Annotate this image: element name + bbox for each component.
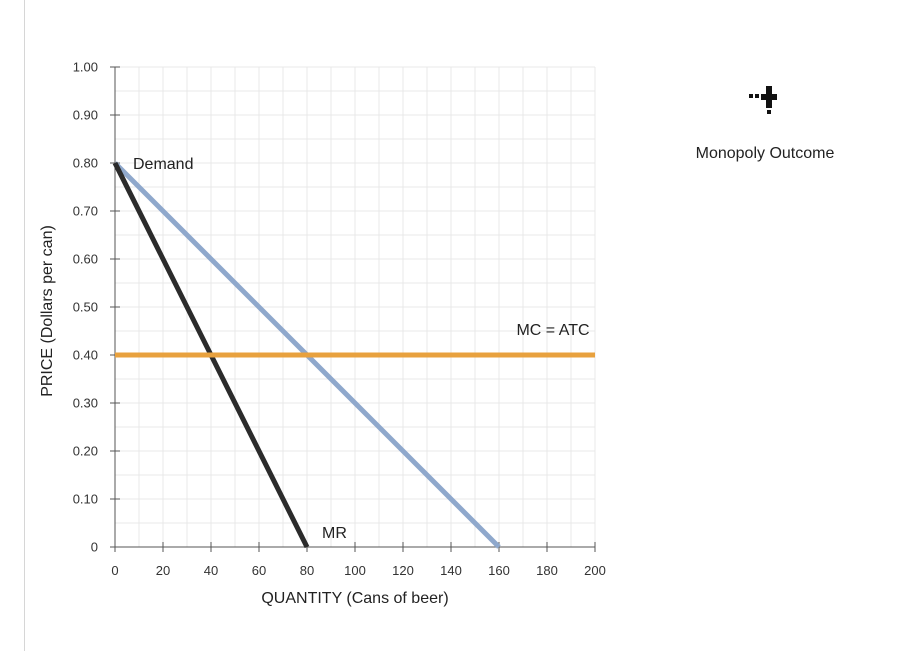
- left-panel-border: [24, 0, 25, 651]
- x-tick-label: 0: [111, 563, 118, 578]
- tool-palette: Monopoly Outcome: [660, 86, 870, 163]
- monopoly-outcome-label[interactable]: Monopoly Outcome: [695, 145, 835, 162]
- mr-label: MR: [322, 525, 347, 542]
- x-tick-label: 60: [252, 563, 266, 578]
- x-tick-label: 140: [440, 563, 462, 578]
- y-tick-label: 0.50: [73, 300, 98, 315]
- demand-label: Demand: [133, 156, 193, 173]
- y-tick-label: 0.10: [73, 492, 98, 507]
- x-tick-label: 80: [300, 563, 314, 578]
- x-tick-label: 100: [344, 563, 366, 578]
- y-tick-label: 0.20: [73, 444, 98, 459]
- x-tick-label: 120: [392, 563, 414, 578]
- y-tick-label: 1.00: [73, 60, 98, 75]
- x-axis-ticks: 0 20 40 60 80 100 120 140 160 180 200: [111, 542, 606, 578]
- y-tick-label: 0.80: [73, 156, 98, 171]
- x-tick-label: 40: [204, 563, 218, 578]
- x-tick-label: 20: [156, 563, 170, 578]
- x-tick-label: 160: [488, 563, 510, 578]
- chart[interactable]: 0 20 40 60 80 100 120 140 160 180 200 0 0.10 0.20 0.3…: [0, 0, 660, 651]
- y-tick-label: 0.70: [73, 204, 98, 219]
- x-tick-label: 180: [536, 563, 558, 578]
- x-axis-title: QUANTITY (Cans of beer): [261, 590, 448, 607]
- x-tick-label: 200: [584, 563, 606, 578]
- y-tick-label: 0.90: [73, 108, 98, 123]
- series-layer: [112, 161, 595, 549]
- y-tick-label: 0.60: [73, 252, 98, 267]
- monopoly-outcome-plus-icon[interactable]: [749, 86, 781, 116]
- grid: [115, 66, 596, 547]
- mc-atc-label: MC = ATC: [516, 322, 589, 339]
- y-axis-ticks: 0 0.10 0.20 0.30 0.40 0.50 0.60 0.70 0.80 0.90 1.0…: [73, 60, 120, 555]
- y-tick-label: 0.30: [73, 396, 98, 411]
- y-axis-title: PRICE (Dollars per can): [39, 225, 56, 397]
- y-tick-label: 0: [91, 540, 98, 555]
- y-tick-label: 0.40: [73, 348, 98, 363]
- curve-labels: Demand MR MC = ATC: [133, 156, 590, 542]
